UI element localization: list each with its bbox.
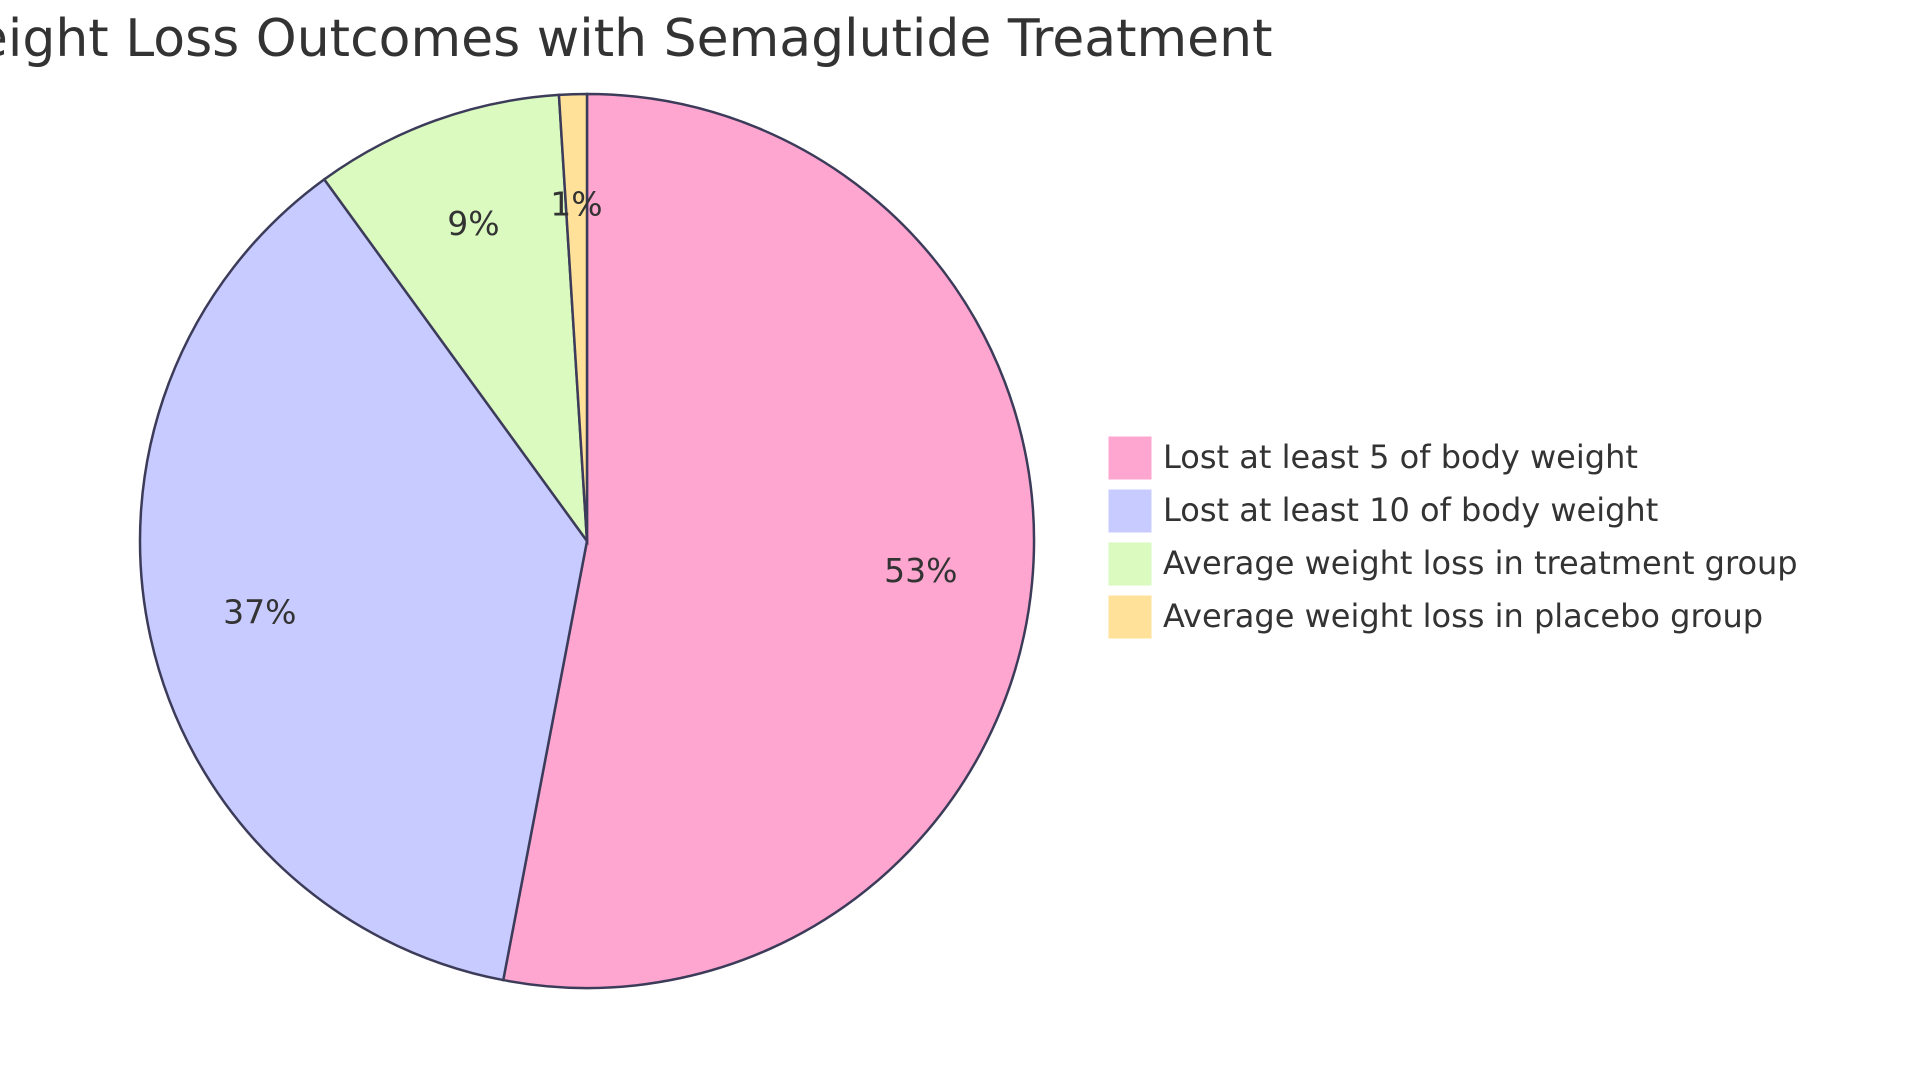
pie-slice [322,93,589,546]
legend-swatch [1107,435,1153,481]
data-label: 53% [884,551,957,590]
legend: Lost at least 5 of body weight Lost at le… [1107,435,1798,640]
pie-slice [501,92,1036,990]
data-label: 37% [223,593,296,632]
data-label: 1% [550,184,602,223]
pie-slice [138,177,589,982]
data-label: 9% [447,204,499,243]
legend-swatch [1107,594,1153,640]
legend-label: Average weight loss in treatment group [1163,544,1798,582]
pie: 53% 37% 9% 1% [138,92,1036,990]
legend-swatch [1107,488,1153,534]
legend-swatch [1107,541,1153,587]
legend-label: Lost at least 5 of body weight [1163,438,1638,476]
legend-label: Lost at least 10 of body weight [1163,491,1658,529]
legend-label: Average weight loss in placebo group [1163,597,1763,635]
chart-title: Weight Loss Outcomes with Semaglutide Tr… [0,9,1272,69]
pie-slice [557,92,589,542]
